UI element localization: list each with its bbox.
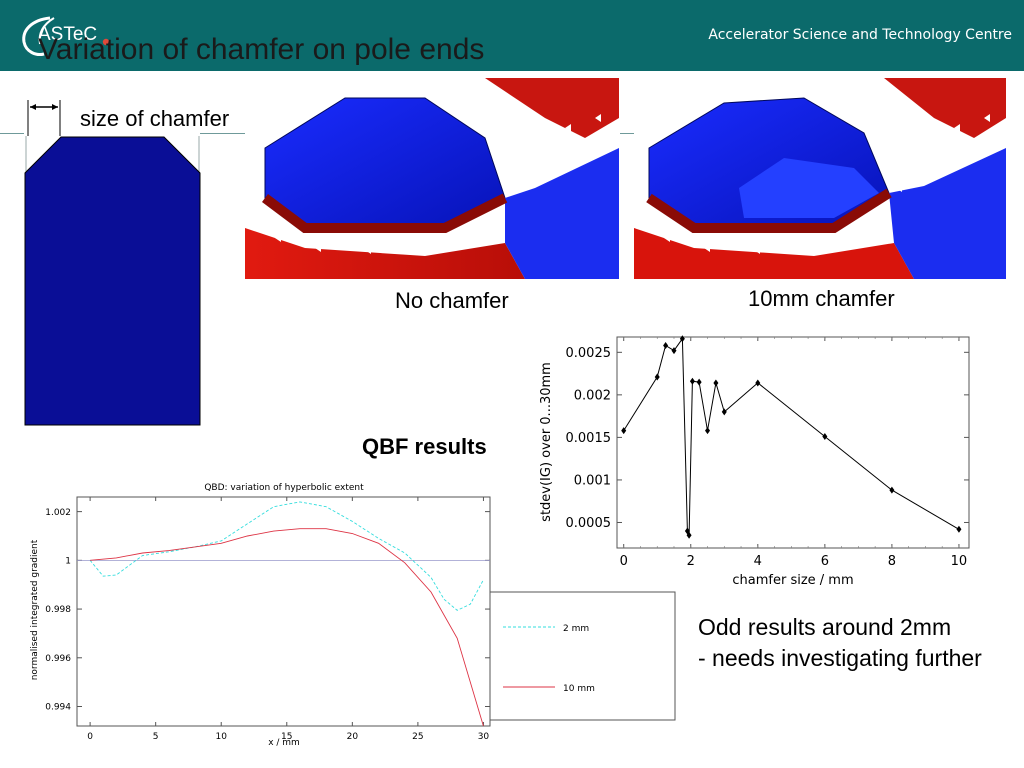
- series-line-0: [89, 501, 484, 611]
- stdev-chart: 0 2 4 6 8 10 0.0005 0.001 0.0015 0.002 0.0025 cham…: [539, 335, 970, 588]
- x-tick-label: 2: [687, 554, 695, 569]
- legend-label-10mm: 10 mm: [563, 684, 595, 694]
- caption-10mm-chamfer: 10mm chamfer: [748, 286, 895, 311]
- x-tick-label: 30: [478, 732, 490, 742]
- observation-note: Odd results around 2mm - needs investiga…: [698, 612, 982, 674]
- data-point: [654, 373, 660, 381]
- note-line-2: - needs investigating further: [698, 645, 982, 671]
- x-tick-label: 4: [754, 554, 762, 569]
- header-band: [0, 0, 1024, 71]
- y-tick-label: 0.996: [45, 654, 71, 664]
- x-tick-label: 15: [281, 732, 292, 742]
- divider-mid: [200, 133, 246, 134]
- data-point: [621, 427, 627, 435]
- chamfer-diagram: [24, 100, 201, 426]
- data-point: [713, 379, 719, 387]
- neighbour-pole: [505, 148, 619, 279]
- y-tick-label: 0.0025: [566, 346, 612, 361]
- caption-no-chamfer: No chamfer: [395, 288, 509, 313]
- x-tick-label: 0: [620, 554, 628, 569]
- series-line-1: [90, 528, 484, 727]
- data-point: [721, 408, 727, 416]
- axes: 0 2 4 6 8 10 0.0005 0.001 0.0015 0.002 0.0025: [566, 337, 969, 569]
- x-tick-label: 8: [888, 554, 896, 569]
- pole-shape: [24, 136, 201, 426]
- legend-label-2mm: 2 mm: [563, 624, 589, 634]
- red-yoke-top: [485, 78, 619, 138]
- neighbour-pole: [889, 148, 1006, 279]
- arrow-head-left-icon: [30, 104, 36, 110]
- legend-box: [489, 591, 676, 721]
- x-tick-label: 10: [951, 554, 968, 569]
- data-point: [679, 335, 685, 343]
- arrow-head-right-icon: [52, 104, 58, 110]
- data-point: [671, 347, 677, 355]
- plot-frame: [76, 496, 491, 727]
- chamfer-label: size of chamfer: [80, 106, 230, 131]
- divider-right: [620, 133, 634, 134]
- y-tick-label: 1: [65, 556, 71, 566]
- y-tick-label: 0.0005: [566, 516, 612, 531]
- y-tick-label: 0.002: [574, 388, 611, 403]
- divider-left: [0, 133, 24, 134]
- y-axis-label: normalised integrated gradient: [30, 539, 40, 680]
- qbf-results-heading: QBF results: [362, 434, 487, 459]
- data-point: [889, 486, 895, 494]
- y-tick-label: 0.001: [574, 473, 611, 488]
- x-tick-label: 5: [153, 732, 159, 742]
- mesh-markers: [664, 114, 990, 254]
- plot-frame: [616, 336, 970, 549]
- data-point: [663, 342, 669, 350]
- y-tick-label: 0.994: [45, 703, 71, 713]
- x-tick-label: 6: [821, 554, 829, 569]
- slide-title: Variation of chamfer on pole ends: [38, 33, 485, 66]
- x-axis-label: chamfer size / mm: [732, 573, 853, 588]
- data-point: [684, 527, 690, 535]
- axes: 0 5 10 15 20 25 30 0.994 0.996 0.998 1 1.002: [45, 497, 490, 742]
- logo-text: ASTeC: [38, 24, 97, 45]
- y-axis-label: stdev(IG) over 0...30mm: [539, 362, 554, 522]
- y-tick-label: 1.002: [45, 508, 71, 518]
- pole-rim: [646, 188, 892, 233]
- org-name: Accelerator Science and Technology Centr…: [708, 27, 1012, 43]
- pole-rim: [262, 193, 508, 233]
- y-tick-label: 0.0015: [566, 431, 612, 446]
- series-line-0: [623, 337, 960, 536]
- red-yoke-top: [884, 78, 1006, 138]
- data-point: [822, 433, 828, 441]
- data-point: [696, 378, 702, 386]
- astec-logo: ASTeC: [22, 16, 110, 56]
- x-tick-label: 20: [347, 732, 359, 742]
- data-point: [689, 377, 695, 385]
- logo-dot: [102, 38, 110, 46]
- data-point: [755, 379, 761, 387]
- x-tick-label: 10: [215, 732, 227, 742]
- mesh-markers: [275, 114, 601, 254]
- x-tick-label: 0: [87, 732, 93, 742]
- data-point: [705, 427, 711, 435]
- no-chamfer-render: [245, 78, 619, 279]
- x-tick-label: 25: [412, 732, 423, 742]
- data-point: [956, 525, 962, 533]
- ten-mm-chamfer-render: [634, 78, 1006, 279]
- note-line-1: Odd results around 2mm: [698, 614, 952, 640]
- series-layer: [89, 501, 484, 727]
- x-axis-label: x / mm: [268, 738, 300, 748]
- qbd-chart: QBD: variation of hyperbolic extent 0 5 10…: [30, 483, 676, 748]
- y-tick-label: 0.998: [45, 605, 71, 615]
- red-yoke-base: [634, 228, 914, 279]
- series-layer: [621, 335, 962, 539]
- chart-title: QBD: variation of hyperbolic extent: [204, 483, 364, 493]
- red-yoke-base: [245, 228, 525, 279]
- data-point: [686, 531, 692, 539]
- chamfer-face: [739, 158, 879, 218]
